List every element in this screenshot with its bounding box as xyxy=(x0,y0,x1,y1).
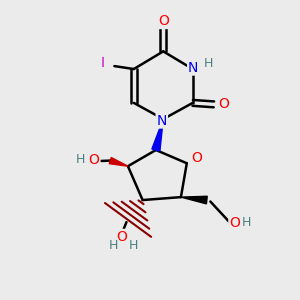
Text: O: O xyxy=(191,151,202,165)
Text: H: H xyxy=(109,239,118,252)
Text: O: O xyxy=(218,97,229,111)
Text: O: O xyxy=(88,153,100,167)
Text: I: I xyxy=(100,56,105,70)
Text: O: O xyxy=(117,230,128,244)
Text: H: H xyxy=(242,216,251,229)
Text: H: H xyxy=(76,153,85,166)
Text: N: N xyxy=(157,114,167,128)
Text: H: H xyxy=(129,239,139,252)
Polygon shape xyxy=(152,119,163,151)
Text: H: H xyxy=(203,57,213,70)
Text: O: O xyxy=(230,216,240,230)
Text: O: O xyxy=(158,14,169,28)
Text: N: N xyxy=(188,61,199,75)
Polygon shape xyxy=(181,196,207,204)
Polygon shape xyxy=(109,158,128,166)
